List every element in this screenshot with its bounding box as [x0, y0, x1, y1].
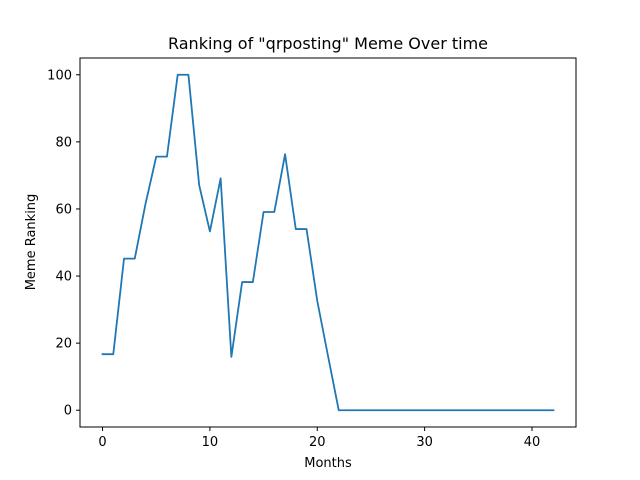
chart-title: Ranking of "qrposting" Meme Over time — [168, 34, 488, 53]
x-tick-label: 0 — [98, 435, 106, 450]
series-line-0 — [101, 73, 555, 412]
y-tick-label: 20 — [55, 337, 72, 352]
y-axis-label: Meme Ranking — [24, 194, 39, 291]
x-tick-label: 30 — [416, 435, 433, 450]
x-axis-label: Months — [304, 456, 352, 471]
y-tick-label: 0 — [64, 404, 72, 419]
y-tick-label: 100 — [47, 68, 72, 83]
x-tick-label: 10 — [202, 435, 219, 450]
y-tick-label: 60 — [55, 202, 72, 217]
y-tick-label: 40 — [55, 270, 72, 285]
plot-area: 0 10 20 30 40 0 20 40 60 80 100 — [47, 57, 577, 450]
x-tick-label: 20 — [309, 435, 326, 450]
axes-frame — [79, 57, 577, 428]
x-tick-label: 40 — [524, 435, 541, 450]
y-tick-label: 80 — [55, 135, 72, 150]
